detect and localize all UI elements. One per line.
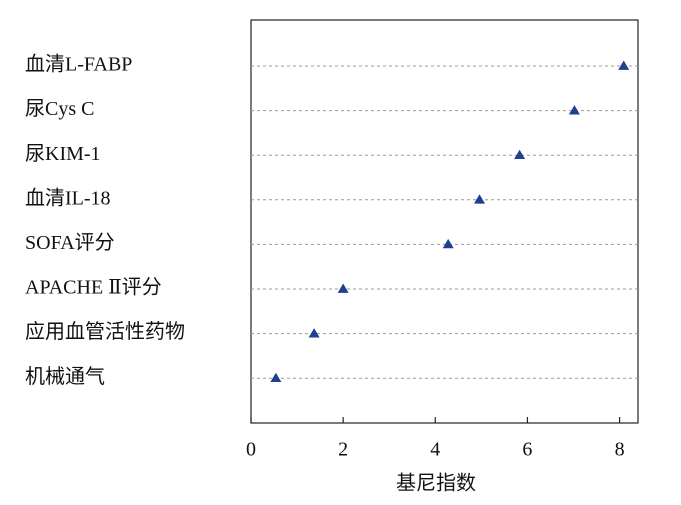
data-point <box>474 194 486 204</box>
y-tick-label: APACHE Ⅱ评分 <box>25 276 162 299</box>
data-point <box>618 60 630 70</box>
y-tick-label: 尿KIM-1 <box>25 143 101 165</box>
data-point <box>337 283 349 293</box>
x-tick-label: 2 <box>338 439 348 461</box>
x-axis-label: 基尼指数 <box>396 472 476 495</box>
data-point <box>308 328 320 338</box>
data-point <box>442 238 454 249</box>
y-tick-label: 尿Cys C <box>25 98 94 120</box>
data-point <box>568 105 580 115</box>
x-tick-label: 6 <box>522 439 532 461</box>
data-point <box>514 149 526 160</box>
y-tick-label: 应用血管活性药物 <box>25 320 185 343</box>
y-tick-label: 血清L-FABP <box>25 53 132 76</box>
y-tick-label: 机械通气 <box>25 365 105 388</box>
plot-frame <box>250 19 639 424</box>
data-point <box>270 372 282 383</box>
x-tick-label: 4 <box>430 439 440 461</box>
y-tick-label: 血清IL-18 <box>25 186 111 209</box>
x-tick-label: 0 <box>246 439 256 461</box>
y-tick-label: SOFA评分 <box>25 231 115 254</box>
x-tick-label: 8 <box>615 439 625 461</box>
